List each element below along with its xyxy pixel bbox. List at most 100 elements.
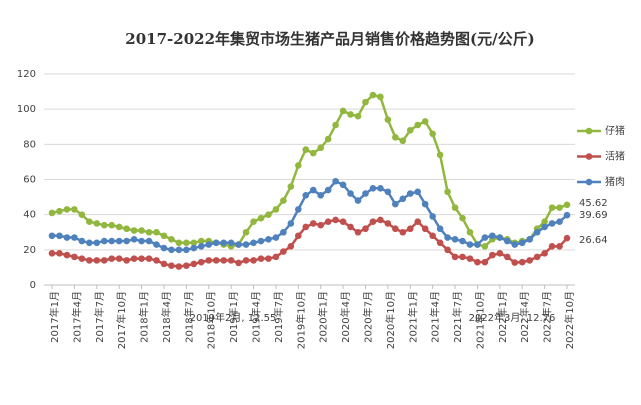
point <box>56 250 63 257</box>
point <box>197 243 205 250</box>
point <box>339 181 347 189</box>
point <box>436 239 444 247</box>
x-tick-label: 2017年7月 <box>93 291 106 343</box>
point <box>563 211 571 219</box>
point <box>123 225 130 233</box>
point <box>78 237 86 245</box>
point <box>63 234 71 241</box>
point <box>384 188 392 196</box>
annotation: 2019年2月, 12.55 <box>190 311 277 324</box>
point <box>347 190 354 197</box>
point <box>384 220 392 227</box>
point <box>474 241 481 248</box>
point <box>287 220 295 227</box>
point <box>406 190 414 197</box>
legend-marker <box>585 127 593 135</box>
point <box>317 221 324 229</box>
x-tick-label: 2021年7月 <box>451 291 464 343</box>
point <box>63 206 71 213</box>
point <box>71 253 78 261</box>
point <box>354 197 362 204</box>
point <box>436 151 444 159</box>
point <box>130 235 138 243</box>
point <box>541 250 548 257</box>
x-tick-label: 2022年7月 <box>541 291 554 343</box>
x-tick-label: 2017年1月 <box>48 291 61 343</box>
point <box>168 262 175 269</box>
point <box>541 223 548 231</box>
point <box>369 218 377 225</box>
point <box>272 206 280 213</box>
point <box>160 244 168 252</box>
y-tick-label: 100 <box>17 104 36 115</box>
point <box>399 228 407 236</box>
point <box>145 255 153 262</box>
point <box>205 257 213 264</box>
x-tick-label: 2019年10月 <box>294 291 307 349</box>
point <box>339 107 347 115</box>
point <box>332 177 339 185</box>
point <box>518 239 526 247</box>
point <box>197 237 205 245</box>
point <box>257 214 265 222</box>
point <box>481 243 489 250</box>
point <box>421 225 429 233</box>
point <box>86 239 93 247</box>
point <box>377 93 384 101</box>
point <box>451 235 459 243</box>
point <box>108 237 116 245</box>
point <box>108 255 116 262</box>
point <box>153 241 160 248</box>
x-tick-label: 2017年4月 <box>70 291 83 343</box>
point <box>511 259 519 266</box>
legend-label: 仔猪 <box>605 125 625 137</box>
point <box>556 243 563 250</box>
point <box>392 134 399 141</box>
point <box>503 237 511 245</box>
point <box>421 200 429 208</box>
point <box>377 184 384 192</box>
x-tick-label: 2021年4月 <box>429 291 442 343</box>
point <box>100 257 108 264</box>
point <box>130 255 138 262</box>
point <box>302 223 310 231</box>
x-tick-label: 2020年1月 <box>317 291 330 343</box>
point <box>489 251 496 259</box>
point <box>257 237 265 245</box>
point <box>78 211 86 218</box>
point <box>526 235 533 243</box>
point <box>153 228 160 236</box>
point <box>429 130 436 138</box>
point <box>265 211 272 218</box>
y-tick-label: 20 <box>23 245 36 256</box>
point <box>168 235 175 243</box>
x-tick-label: 2018年10月 <box>205 291 218 349</box>
point <box>86 218 93 225</box>
point <box>556 204 563 211</box>
point <box>235 259 242 267</box>
point <box>183 262 190 269</box>
point <box>421 118 429 125</box>
point <box>332 121 339 129</box>
x-tick-label: 2020年10月 <box>384 291 397 349</box>
point <box>347 111 354 118</box>
point <box>414 188 422 196</box>
x-tick-label: 2017年10月 <box>115 291 128 349</box>
point <box>339 218 347 225</box>
point <box>175 246 183 254</box>
point <box>563 234 571 242</box>
point <box>548 220 556 227</box>
y-tick-label: 40 <box>23 210 36 221</box>
point <box>63 251 71 259</box>
point <box>242 257 250 264</box>
point <box>190 244 198 252</box>
point <box>362 225 369 233</box>
point <box>414 121 422 129</box>
y-tick-label: 60 <box>23 175 36 186</box>
point <box>444 246 451 254</box>
point <box>324 186 332 194</box>
point <box>496 250 504 257</box>
x-tick-label: 2019年7月 <box>272 291 285 343</box>
end-label: 26.64 <box>579 235 608 246</box>
